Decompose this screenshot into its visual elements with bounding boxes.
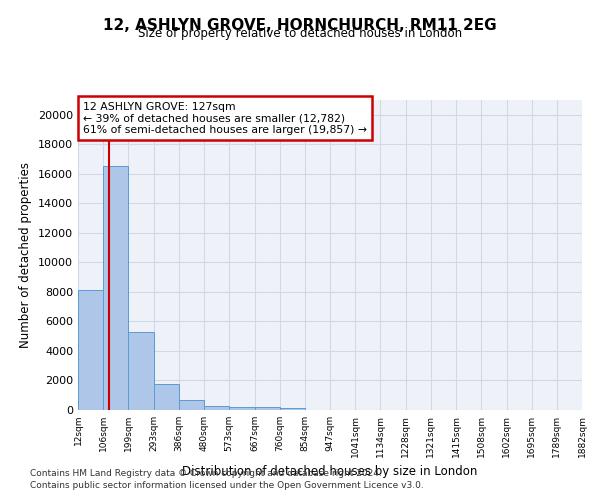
Text: 12 ASHLYN GROVE: 127sqm
← 39% of detached houses are smaller (12,782)
61% of sem: 12 ASHLYN GROVE: 127sqm ← 39% of detache… — [83, 102, 367, 134]
Y-axis label: Number of detached properties: Number of detached properties — [19, 162, 32, 348]
Bar — [204, 406, 229, 410]
X-axis label: Distribution of detached houses by size in London: Distribution of detached houses by size … — [182, 466, 478, 478]
Bar — [128, 332, 154, 410]
Bar — [254, 408, 280, 410]
Bar — [179, 400, 204, 410]
Text: Size of property relative to detached houses in London: Size of property relative to detached ho… — [138, 28, 462, 40]
Bar — [229, 407, 254, 410]
Bar — [154, 384, 179, 410]
Text: Contains public sector information licensed under the Open Government Licence v3: Contains public sector information licen… — [30, 481, 424, 490]
Text: 12, ASHLYN GROVE, HORNCHURCH, RM11 2EG: 12, ASHLYN GROVE, HORNCHURCH, RM11 2EG — [103, 18, 497, 32]
Bar — [78, 290, 103, 410]
Bar — [280, 408, 305, 410]
Bar — [103, 166, 128, 410]
Text: Contains HM Land Registry data © Crown copyright and database right 2024.: Contains HM Land Registry data © Crown c… — [30, 468, 382, 477]
